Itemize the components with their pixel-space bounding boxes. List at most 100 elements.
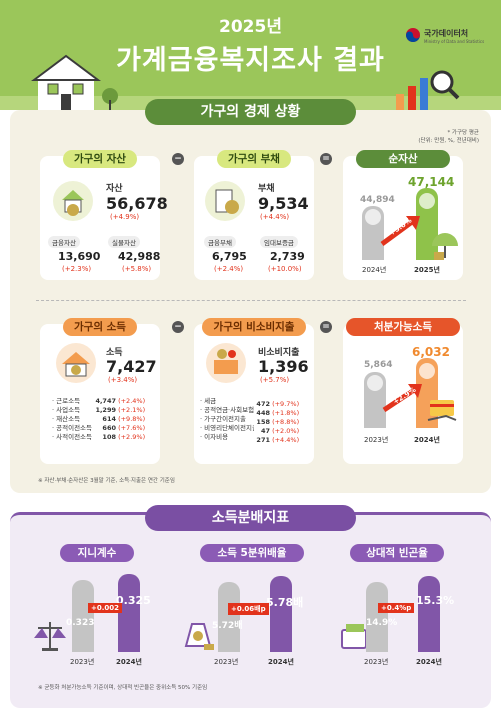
lease-deposit-change: (+10.0%) [268,265,302,273]
financial-debt-label: 금융부채 [204,236,236,248]
section-title-distribution: 소득분배지표 [145,505,356,531]
poverty-year-2024: 2024년 [416,658,442,666]
disposable-year-2023: 2023년 [364,436,389,444]
financial-asset-label: 금융자산 [48,236,80,248]
list-item: · 사적이전소득 108 (+2.9%) [52,433,146,441]
list-item: · 이자비용 271 (+4.4%) [200,433,300,444]
gini-year-2023: 2023년 [70,658,95,666]
growth-arrow-icon [382,384,422,412]
note-per-household: * 가구당 평균 [447,130,479,136]
income-value: 7,427 [106,357,157,376]
asset-icon [53,181,93,221]
net-asset-year-2024: 2024년 [362,266,387,274]
equals-operator: = [320,153,332,165]
asset-value: 56,678 [106,194,168,213]
report-title: 가계금융복지조사 결과 [116,45,385,76]
gini-year-2024: 2024년 [116,658,142,666]
growth-arrow-icon [380,216,420,246]
financial-debt-change: (+2.4%) [214,265,244,273]
coin-icon [365,209,381,225]
lease-deposit-label: 임대보증금 [260,236,298,248]
financial-asset-value: 13,690 [58,250,101,263]
nonconsumption-value: 1,396 [258,357,309,376]
list-item: · 가구간이전지출 158 (+8.8%) [200,415,300,426]
quintile-caption: 소득 5분위배율 [200,544,304,562]
real-asset-value: 42,988 [118,250,161,263]
financial-debt-value: 6,795 [212,250,247,263]
note-unit: (단위: 만원, %, 전년대비) [418,138,479,144]
income-label: 소득 [106,348,123,358]
quintile-bar-2023 [218,582,240,652]
taegeuk-icon [406,28,420,42]
debt-change: (+4.4%) [260,213,290,221]
debt-icon [205,181,245,221]
financial-asset-change: (+2.3%) [62,265,92,273]
gini-2024-value: 0.325 [116,594,151,607]
gini-caption: 지니계수 [60,544,134,562]
disposable-year-2024: 2024년 [414,436,440,444]
poverty-2024-value: 15.3% [416,594,455,607]
umbrella-coins-icon [432,233,458,260]
income-card [40,324,160,464]
minus-operator: − [172,153,184,165]
asset-card [40,156,160,280]
quintile-2024-value: 5.78배 [266,596,304,609]
disposable-2024-value: 6,032 [412,345,450,359]
gini-change-arrow: +0.002 [88,603,123,613]
asset-caption: 가구의 자산 [63,150,137,168]
poverty-2023-value: 14.9% [366,618,398,628]
equals-operator: = [320,321,332,333]
list-item: · 재산소득 614 (+9.8%) [52,415,146,423]
income-caption: 가구의 소득 [63,318,137,336]
net-asset-year-2025: 2025년 [414,266,440,274]
coin-icon [419,363,435,379]
coin-icon [419,193,435,209]
debt-caption: 가구의 부채 [217,150,291,168]
growth-chart-icon [396,70,460,110]
quintile-year-2023: 2023년 [214,658,239,666]
list-item: · 공적연금·사회보험료448 (+1.8%) [200,406,300,417]
asset-label: 자산 [106,184,123,194]
list-item: · 공적이전소득 660 (+7.6%) [52,424,146,432]
income-change: (+3.4%) [108,376,138,384]
agency-name: 국가데이터처 [424,29,469,38]
scale-icon [34,622,66,651]
debt-card [194,156,314,280]
poverty-year-2023: 2023년 [364,658,389,666]
section1-footnote: ※ 자산·부채·순자산은 3월말 기준, 소득·지출은 연간 기준임 [38,478,175,484]
gini-2023-value: 0.323 [66,618,95,628]
poverty-change-arrow: +0.4%p [378,603,415,613]
asset-change: (+4.9%) [110,213,140,221]
real-asset-change: (+5.8%) [122,265,152,273]
gini-bar-2023 [72,580,94,652]
nonconsumption-caption: 가구의 비소비지출 [202,318,306,336]
real-asset-label: 실물자산 [108,236,140,248]
nonconsumption-change: (+5.7%) [260,376,290,384]
disposable-income-card [343,324,463,464]
net-asset-2025-value: 47,144 [408,175,455,189]
money-bag-icon [184,623,214,650]
poverty-caption: 상대적 빈곤율 [350,544,444,562]
list-item: · 비영리단체이전지출 47 (+2.0%) [200,424,300,435]
section-divider [36,300,466,301]
list-item: · 근로소득 4,747 (+2.4%) [52,397,146,405]
report-year: 2025년 [219,17,282,37]
income-breakdown-list: · 근로소득 4,747 (+2.4%) · 사업소득 1,299 (+2.1%) … [52,397,160,442]
agency-logo: 국가데이터처 Ministry of Data and Statistics [406,26,496,48]
debt-value: 9,534 [258,194,309,213]
poverty-bar-2023 [366,582,388,652]
nonconsumption-label: 비소비지출 [258,348,300,358]
quintile-change-arrow: +0.06배p [228,603,269,615]
debt-label: 부채 [258,184,275,194]
gini-bar-2024 [118,574,140,652]
card-hand-icon [427,400,457,421]
disposable-income-caption: 처분가능소득 [346,318,460,336]
section-title-economic: 가구의 경제 상황 [145,99,356,125]
house-illustration [31,54,118,110]
net-asset-2024-value: 44,894 [360,195,395,205]
wallet-icon [206,343,246,383]
quintile-year-2024: 2024년 [268,658,294,666]
minus-operator: − [172,321,184,333]
lease-deposit-value: 2,739 [270,250,305,263]
